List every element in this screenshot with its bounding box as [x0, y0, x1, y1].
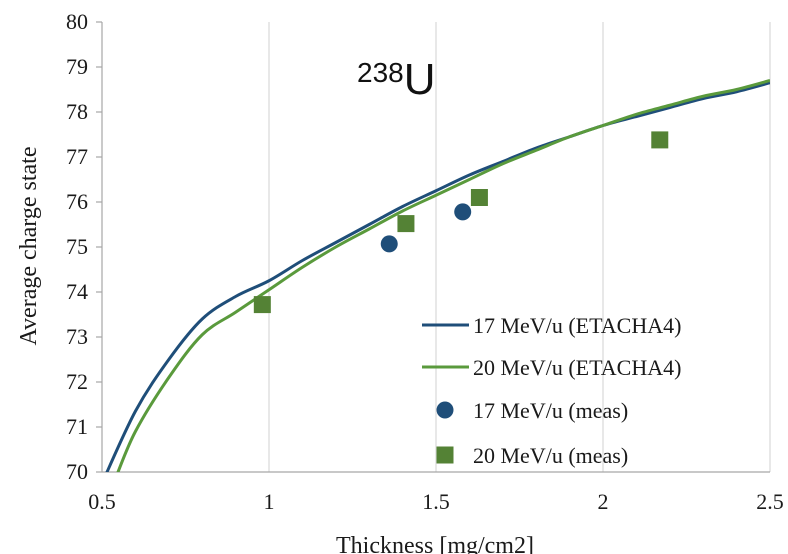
- y-tick-label: 74: [66, 279, 88, 304]
- legend: 17 MeV/u (ETACHA4) 20 MeV/u (ETACHA4) 17 M…: [422, 313, 681, 468]
- isotope-annotation: 238U: [357, 55, 436, 104]
- isotope-element-symbol: U: [404, 55, 436, 104]
- series-lines: [105, 79, 770, 472]
- y-tick-label: 77: [66, 144, 88, 169]
- legend-marker-swatch: [436, 446, 454, 464]
- y-tick-label: 78: [66, 99, 88, 124]
- y-tick-label: 70: [66, 459, 88, 484]
- x-tick-label: 2: [598, 489, 609, 514]
- series-markers: [253, 131, 669, 314]
- gridlines: [268, 22, 771, 472]
- y-tick-label: 71: [66, 414, 88, 439]
- axes: [96, 21, 770, 473]
- data-point-square: [470, 189, 488, 206]
- x-tick-label: 2.5: [756, 489, 784, 514]
- tick-labels: 70 71 72 73 74 75 76 77 78 79 80 0.5 1 1.5 2 2.5: [66, 9, 784, 514]
- y-tick-label: 72: [66, 369, 88, 394]
- legend-entry-label: 20 MeV/u (ETACHA4): [473, 355, 681, 380]
- x-tick-label: 1.5: [422, 489, 450, 514]
- y-axis-title: Average charge state: [16, 147, 42, 346]
- series-line-1: [105, 81, 770, 472]
- x-tick-label: 0.5: [88, 489, 116, 514]
- data-point-square: [651, 131, 669, 149]
- isotope-mass-number: 238: [357, 57, 404, 88]
- y-tick-label: 80: [66, 9, 88, 34]
- legend-marker-swatch: [436, 401, 454, 419]
- data-point-circle: [380, 235, 398, 253]
- y-tick-label: 75: [66, 234, 88, 259]
- legend-entry-label: 20 MeV/u (meas): [473, 443, 628, 468]
- legend-entry-label: 17 MeV/u (meas): [473, 398, 628, 423]
- data-point-square: [397, 215, 415, 233]
- x-axis-title: Thickness [mg/cm2]: [336, 533, 534, 554]
- y-tick-label: 79: [66, 54, 88, 79]
- y-tick-label: 73: [66, 324, 88, 349]
- data-point-circle: [454, 203, 472, 221]
- series-line-2: [116, 79, 770, 472]
- y-tick-label: 76: [66, 189, 88, 214]
- legend-entry-label: 17 MeV/u (ETACHA4): [473, 313, 681, 338]
- data-point-square: [253, 296, 271, 314]
- x-tick-label: 1: [264, 489, 275, 514]
